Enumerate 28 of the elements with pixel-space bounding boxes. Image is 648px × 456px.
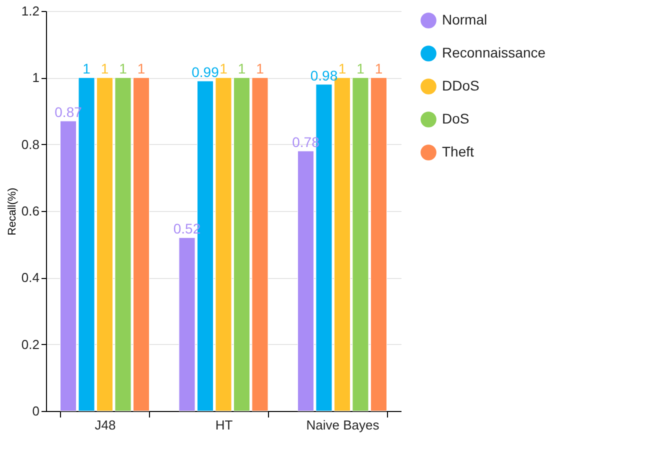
data-label: 1 [374, 60, 383, 77]
x-tick-label: Naive Bayes [306, 418, 380, 432]
y-tick-label: 0.4 [21, 270, 40, 286]
y-tick-label: 0.6 [21, 204, 40, 218]
y-tick-label: 0.2 [21, 336, 40, 352]
legend-label: DoS [442, 110, 470, 126]
legend-label: Reconnaissance [442, 44, 546, 60]
data-label: 0.99 [192, 64, 220, 80]
x-tick-label: J48 [94, 418, 116, 432]
data-label: 1 [356, 60, 365, 77]
data-label: 1 [338, 60, 346, 77]
data-label: 1 [82, 60, 91, 77]
y-tick-label: 1.2 [21, 4, 40, 18]
y-tick-label: 1 [32, 70, 40, 86]
y-axis-title: Recall(%) [6, 188, 18, 236]
data-label: 1 [220, 60, 228, 77]
y-tick-label: 0.8 [21, 136, 40, 152]
legend-label: DDoS [442, 78, 480, 94]
legend-label: Theft [442, 144, 474, 160]
data-label: 1 [137, 60, 146, 77]
data-label: 1 [100, 60, 109, 77]
data-label: 1 [256, 60, 264, 77]
data-label: 1 [238, 60, 246, 77]
x-tick-label: HT [215, 418, 233, 432]
y-tick-label: 0 [32, 404, 40, 418]
data-label: 0.98 [310, 67, 338, 84]
legend-label: Normal [442, 12, 488, 28]
data-label: 1 [119, 60, 128, 77]
